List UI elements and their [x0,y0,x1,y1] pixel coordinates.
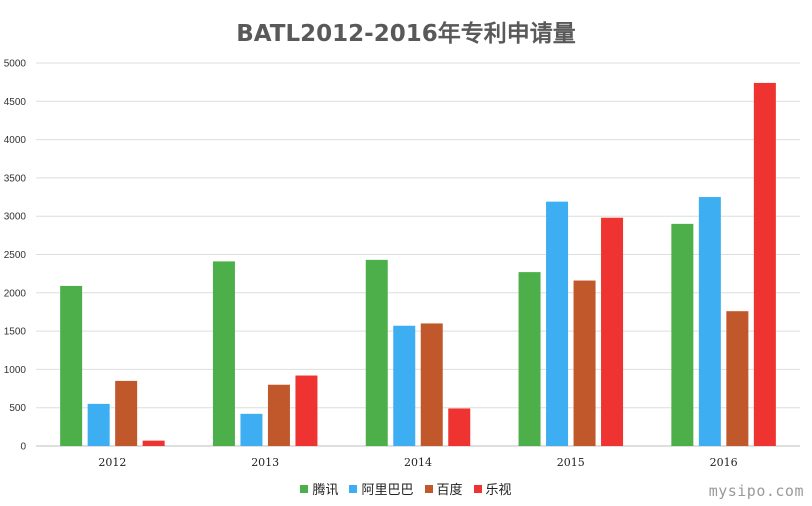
legend-label: 阿里巴巴 [361,483,414,498]
legend-item: 乐视 [473,479,512,498]
bar [295,375,318,446]
y-tick-label: 2000 [4,288,27,299]
bar [448,408,471,446]
y-tick-label: 4500 [4,97,27,108]
bar [60,285,83,446]
legend-item: 百度 [424,479,463,498]
bar [753,82,776,446]
legend-swatch [424,484,433,493]
y-tick-label: 4000 [4,135,27,146]
legend: 腾讯 阿里巴巴 百度 乐视 [0,479,812,498]
legend-item: 腾讯 [300,479,338,498]
bar [267,384,290,446]
y-tick-label: 0 [20,442,26,453]
legend-swatch [300,484,309,493]
x-tick-label: 2012 [98,456,126,469]
bar [420,323,443,446]
legend-swatch [349,484,358,493]
legend-label: 乐视 [485,483,512,498]
watermark: mysipo.com [708,482,804,500]
y-tick-label: 1000 [4,365,27,376]
legend-item: 阿里巴巴 [349,479,414,498]
bar [573,280,596,446]
y-tick-label: 3500 [4,173,27,184]
bar [671,223,694,446]
y-tick-label: 500 [9,403,26,414]
bar [518,272,541,446]
bars [60,82,776,446]
bar [546,201,569,446]
x-tick-label: 2016 [710,456,738,469]
y-tick-labels: 0 500 1000 1500 2000 2500 3000 3500 4000 4500 5000 [4,59,27,453]
bar [115,380,138,446]
y-tick-label: 5000 [4,59,27,70]
bar [365,259,388,446]
x-tick-label: 2013 [251,456,279,469]
x-tick-label: 2015 [557,456,585,469]
gridlines [36,62,800,447]
bar [87,403,110,446]
legend-swatch [473,484,482,493]
y-tick-label: 3000 [4,212,27,223]
bar [698,197,721,446]
bar [393,325,416,446]
x-tick-labels: 2012 2013 2014 2015 2016 [98,456,737,469]
x-tick-label: 2014 [404,456,432,469]
bar [212,261,235,446]
chart-title: BATL2012-2016年专利申请量 [236,21,576,47]
bar [142,440,165,446]
legend-label: 百度 [436,483,463,498]
bar [726,311,749,446]
bar [601,217,624,446]
legend-label: 腾讯 [312,483,339,498]
y-tick-label: 1500 [4,327,27,338]
y-tick-label: 2500 [4,250,27,261]
bar [240,413,263,446]
